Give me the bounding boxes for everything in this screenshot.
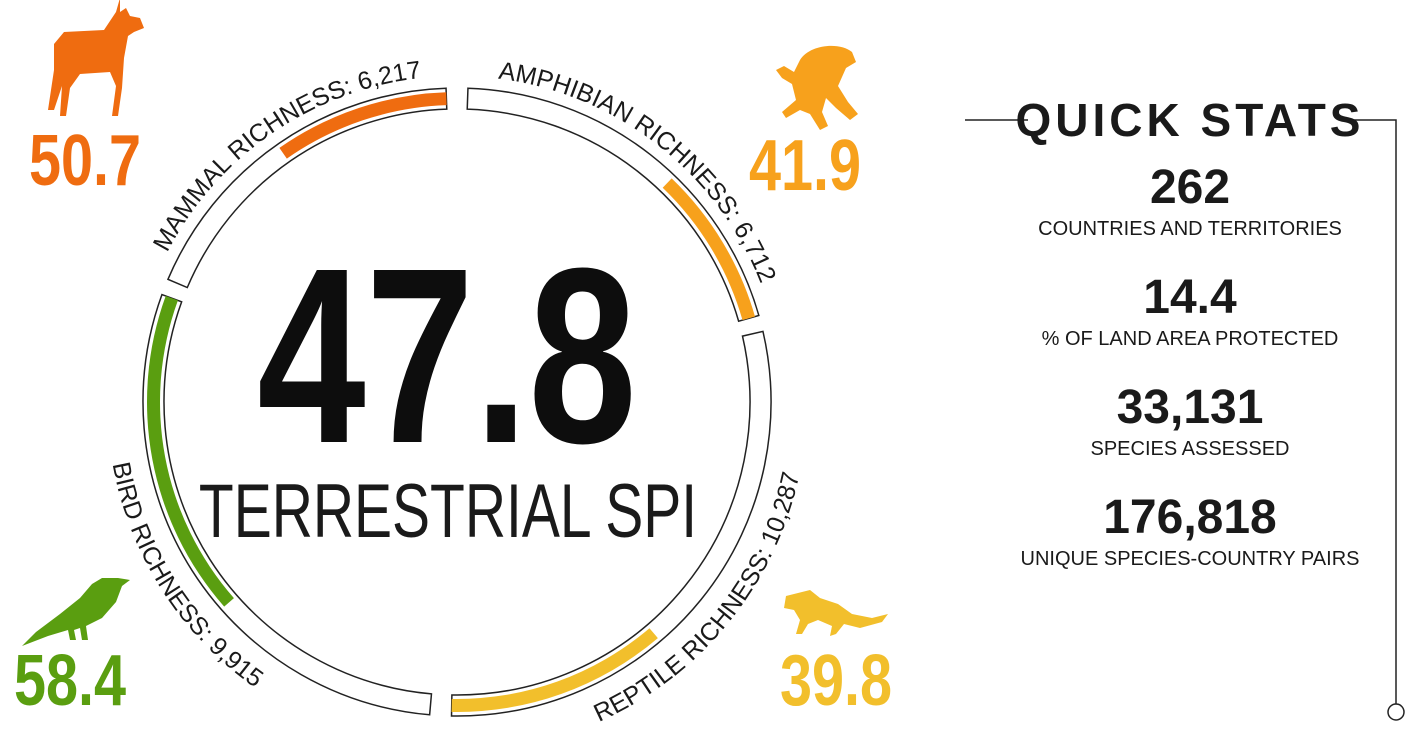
reptile-icon xyxy=(784,590,888,636)
score-bar xyxy=(662,178,755,321)
score-label: 41.9 xyxy=(749,125,861,206)
stats-title: QUICK STATS xyxy=(1016,94,1365,146)
score-bar xyxy=(451,628,658,712)
score-bar xyxy=(279,92,447,159)
stat-label: COUNTRIES AND TERRITORIES xyxy=(1038,218,1342,240)
stats-rule-right xyxy=(1348,119,1397,704)
stat-value: 14.4 xyxy=(1143,271,1237,324)
stats-rule-end xyxy=(1387,703,1405,721)
quick-stats: 262 COUNTRIES AND TERRITORIES 14.4 % OF LAN… xyxy=(1000,160,1380,600)
stat-value: 33,131 xyxy=(1116,381,1264,434)
bird-icon xyxy=(22,578,130,646)
amphibian-icon xyxy=(776,45,858,130)
center-value: 47.8 xyxy=(257,216,637,496)
center-label: TERRESTRIAL SPI xyxy=(199,469,697,554)
mammal-icon xyxy=(48,0,144,116)
score-label: 58.4 xyxy=(14,640,126,721)
stat-label: SPECIES ASSESSED xyxy=(1090,438,1290,460)
ring-segment xyxy=(450,330,772,717)
score-label: 39.8 xyxy=(780,640,892,721)
stat-value: 176,818 xyxy=(1103,491,1277,544)
score-bar xyxy=(146,295,234,607)
score-label: 50.7 xyxy=(29,120,141,201)
stat-label: % OF LAND AREA PROTECTED xyxy=(1041,328,1339,350)
stat-value: 262 xyxy=(1149,161,1231,214)
stat-label: UNIQUE SPECIES-COUNTRY PAIRS xyxy=(1020,548,1360,570)
